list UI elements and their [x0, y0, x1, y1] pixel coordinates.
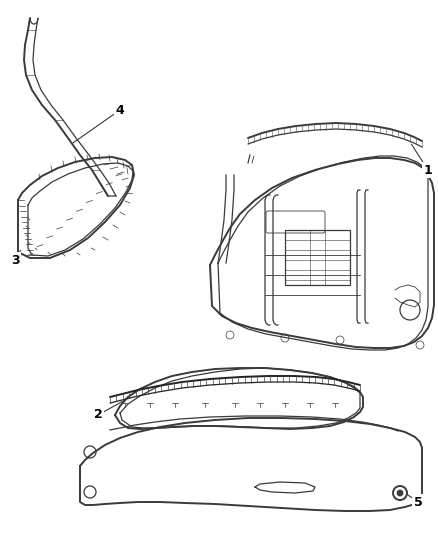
- Text: 5: 5: [413, 496, 422, 508]
- Circle shape: [397, 490, 403, 496]
- Bar: [285, 230, 350, 285]
- Text: 4: 4: [116, 103, 124, 117]
- Text: 1: 1: [424, 164, 432, 176]
- Text: 3: 3: [11, 254, 19, 266]
- Text: 2: 2: [94, 408, 102, 422]
